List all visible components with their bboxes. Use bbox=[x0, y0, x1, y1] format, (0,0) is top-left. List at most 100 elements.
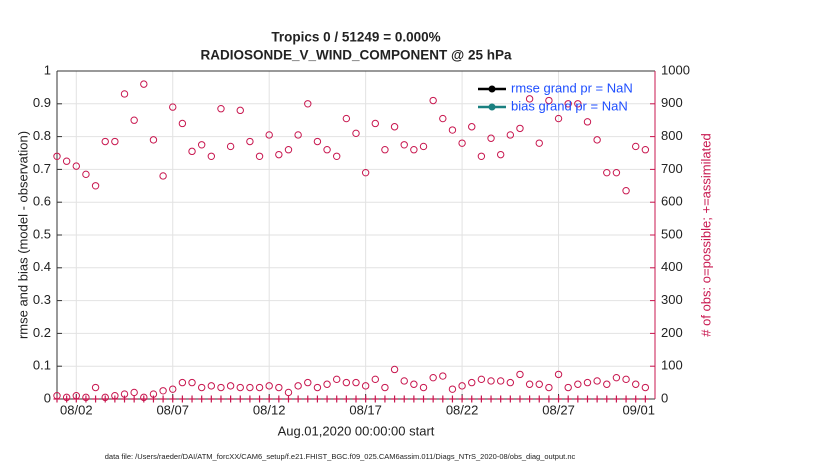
possible-marker bbox=[265, 382, 273, 390]
possible-marker bbox=[284, 146, 293, 154]
possible-marker bbox=[487, 134, 495, 142]
y-tick-label: 0.9 bbox=[33, 95, 51, 110]
y2-tick-label: 200 bbox=[661, 325, 683, 340]
possible-marker bbox=[207, 382, 216, 390]
footer: data file: /Users/raeder/DAI/ATM_forcXX/… bbox=[105, 452, 576, 461]
y-tick-label: 0.2 bbox=[33, 325, 51, 340]
assimilated-marker bbox=[477, 395, 485, 403]
y-tick-label: 0.8 bbox=[33, 128, 51, 143]
possible-marker bbox=[120, 90, 129, 98]
possible-marker bbox=[583, 118, 592, 126]
x-tick-label: 08/07 bbox=[156, 402, 189, 417]
possible-marker bbox=[439, 114, 447, 123]
assimilated-marker bbox=[487, 395, 495, 403]
possible-marker bbox=[53, 152, 61, 160]
possible-marker bbox=[390, 123, 399, 131]
possible-marker bbox=[448, 385, 457, 393]
assimilated-marker bbox=[140, 395, 148, 403]
possible-marker bbox=[265, 131, 273, 139]
possible-marker bbox=[545, 96, 553, 105]
possible-marker bbox=[622, 187, 630, 195]
x-tick-label: 08/22 bbox=[446, 402, 479, 417]
possible-marker bbox=[188, 147, 196, 156]
possible-marker bbox=[535, 380, 543, 388]
possible-marker bbox=[496, 377, 505, 385]
assimilated-marker bbox=[468, 395, 476, 403]
possible-marker bbox=[371, 119, 379, 128]
possible-marker bbox=[448, 126, 457, 134]
possible-marker bbox=[390, 365, 399, 374]
possible-marker bbox=[400, 377, 408, 385]
possible-marker bbox=[468, 378, 476, 387]
possible-marker bbox=[159, 387, 167, 395]
possible-marker bbox=[236, 106, 244, 115]
assimilated-marker bbox=[362, 395, 370, 403]
y-tick-label: 0.7 bbox=[33, 161, 51, 176]
possible-marker bbox=[188, 378, 196, 387]
assimilated-marker bbox=[130, 395, 138, 403]
possible-marker bbox=[612, 373, 621, 382]
possible-marker bbox=[622, 375, 630, 384]
possible-marker bbox=[381, 383, 389, 392]
possible-marker bbox=[226, 142, 235, 151]
possible-marker bbox=[255, 152, 264, 160]
assimilated-marker bbox=[545, 395, 553, 403]
possible-marker bbox=[169, 103, 177, 111]
y2-tick-label: 300 bbox=[661, 292, 683, 307]
possible-marker bbox=[217, 383, 225, 392]
possible-marker bbox=[506, 378, 515, 387]
assimilated-marker bbox=[101, 395, 109, 403]
possible-marker bbox=[583, 378, 592, 387]
y2-tick-label: 600 bbox=[661, 194, 683, 209]
assimilated-marker bbox=[246, 395, 254, 403]
assimilated-marker bbox=[265, 395, 273, 403]
possible-marker bbox=[178, 119, 187, 128]
possible-marker bbox=[400, 141, 408, 149]
possible-marker bbox=[72, 162, 80, 170]
possible-marker bbox=[323, 146, 331, 154]
y-tick-label: 1 bbox=[44, 62, 51, 77]
assimilated-marker bbox=[207, 395, 215, 403]
x-tick-label: 08/27 bbox=[542, 402, 575, 417]
possible-marker bbox=[130, 388, 138, 397]
possible-marker bbox=[197, 383, 206, 392]
possible-marker bbox=[603, 380, 611, 388]
assimilated-marker bbox=[236, 395, 244, 403]
assimilated-marker bbox=[458, 395, 466, 403]
y2-tick-label: 100 bbox=[661, 358, 683, 373]
y2-tick-label: 1000 bbox=[661, 62, 690, 77]
assimilated-marker bbox=[121, 395, 129, 403]
possible-marker bbox=[342, 378, 351, 387]
assimilated-marker bbox=[516, 395, 524, 403]
possible-marker bbox=[593, 136, 601, 144]
possible-marker bbox=[410, 146, 418, 154]
possible-marker bbox=[246, 383, 254, 392]
assimilated-marker bbox=[612, 395, 620, 403]
possible-marker bbox=[149, 136, 158, 144]
possible-marker bbox=[275, 383, 283, 392]
assimilated-marker bbox=[275, 395, 283, 403]
possible-marker bbox=[439, 372, 447, 380]
possible-marker bbox=[313, 137, 322, 146]
possible-marker bbox=[169, 385, 177, 393]
y-axis-label: rmse and bias (model - observation) bbox=[15, 131, 30, 339]
possible-marker bbox=[352, 129, 360, 138]
possible-marker bbox=[564, 100, 572, 108]
possible-marker bbox=[603, 168, 611, 177]
assimilated-marker bbox=[420, 395, 428, 403]
possible-marker bbox=[275, 150, 283, 159]
possible-marker bbox=[130, 116, 138, 124]
possible-marker bbox=[554, 370, 563, 379]
assimilated-marker bbox=[82, 395, 90, 403]
possible-marker bbox=[410, 380, 418, 388]
assimilated-marker bbox=[429, 395, 437, 403]
possible-marker bbox=[294, 382, 302, 390]
possible-marker bbox=[506, 131, 515, 139]
possible-marker bbox=[304, 100, 312, 108]
y2-axis-label: # of obs: o=possible; +=assimilated bbox=[698, 133, 713, 336]
assimilated-marker bbox=[583, 395, 591, 403]
assimilated-marker bbox=[352, 395, 360, 403]
possible-marker bbox=[236, 383, 244, 392]
legend-text: rmse grand pr = NaN bbox=[511, 80, 633, 95]
assimilated-marker bbox=[555, 395, 563, 403]
